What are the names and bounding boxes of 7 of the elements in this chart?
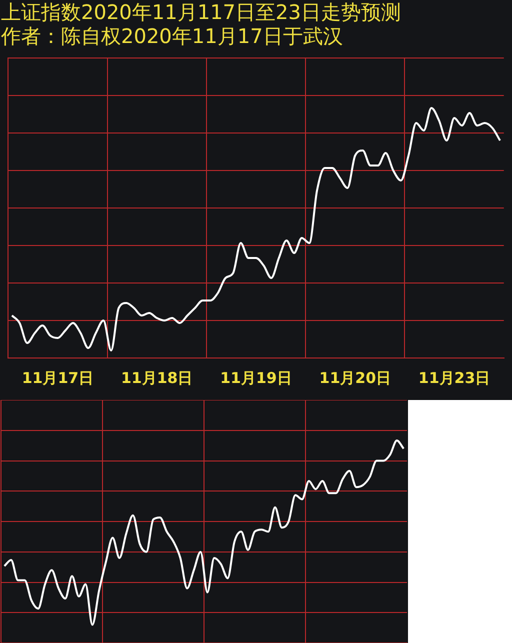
x-tick-label: 11月19日 <box>220 368 292 387</box>
x-tick-label: 11月17日 <box>22 368 94 387</box>
x-tick-label: 11月20日 <box>319 368 392 387</box>
x-tick-label: 11月23日 <box>418 368 490 387</box>
chart-subtitle: 作者：陈自权2020年11月17日于武汉 <box>0 24 343 48</box>
chart-title: 上证指数2020年11月117日至23日走势预测 <box>1 0 401 24</box>
x-tick-label: 11月18日 <box>120 368 193 387</box>
